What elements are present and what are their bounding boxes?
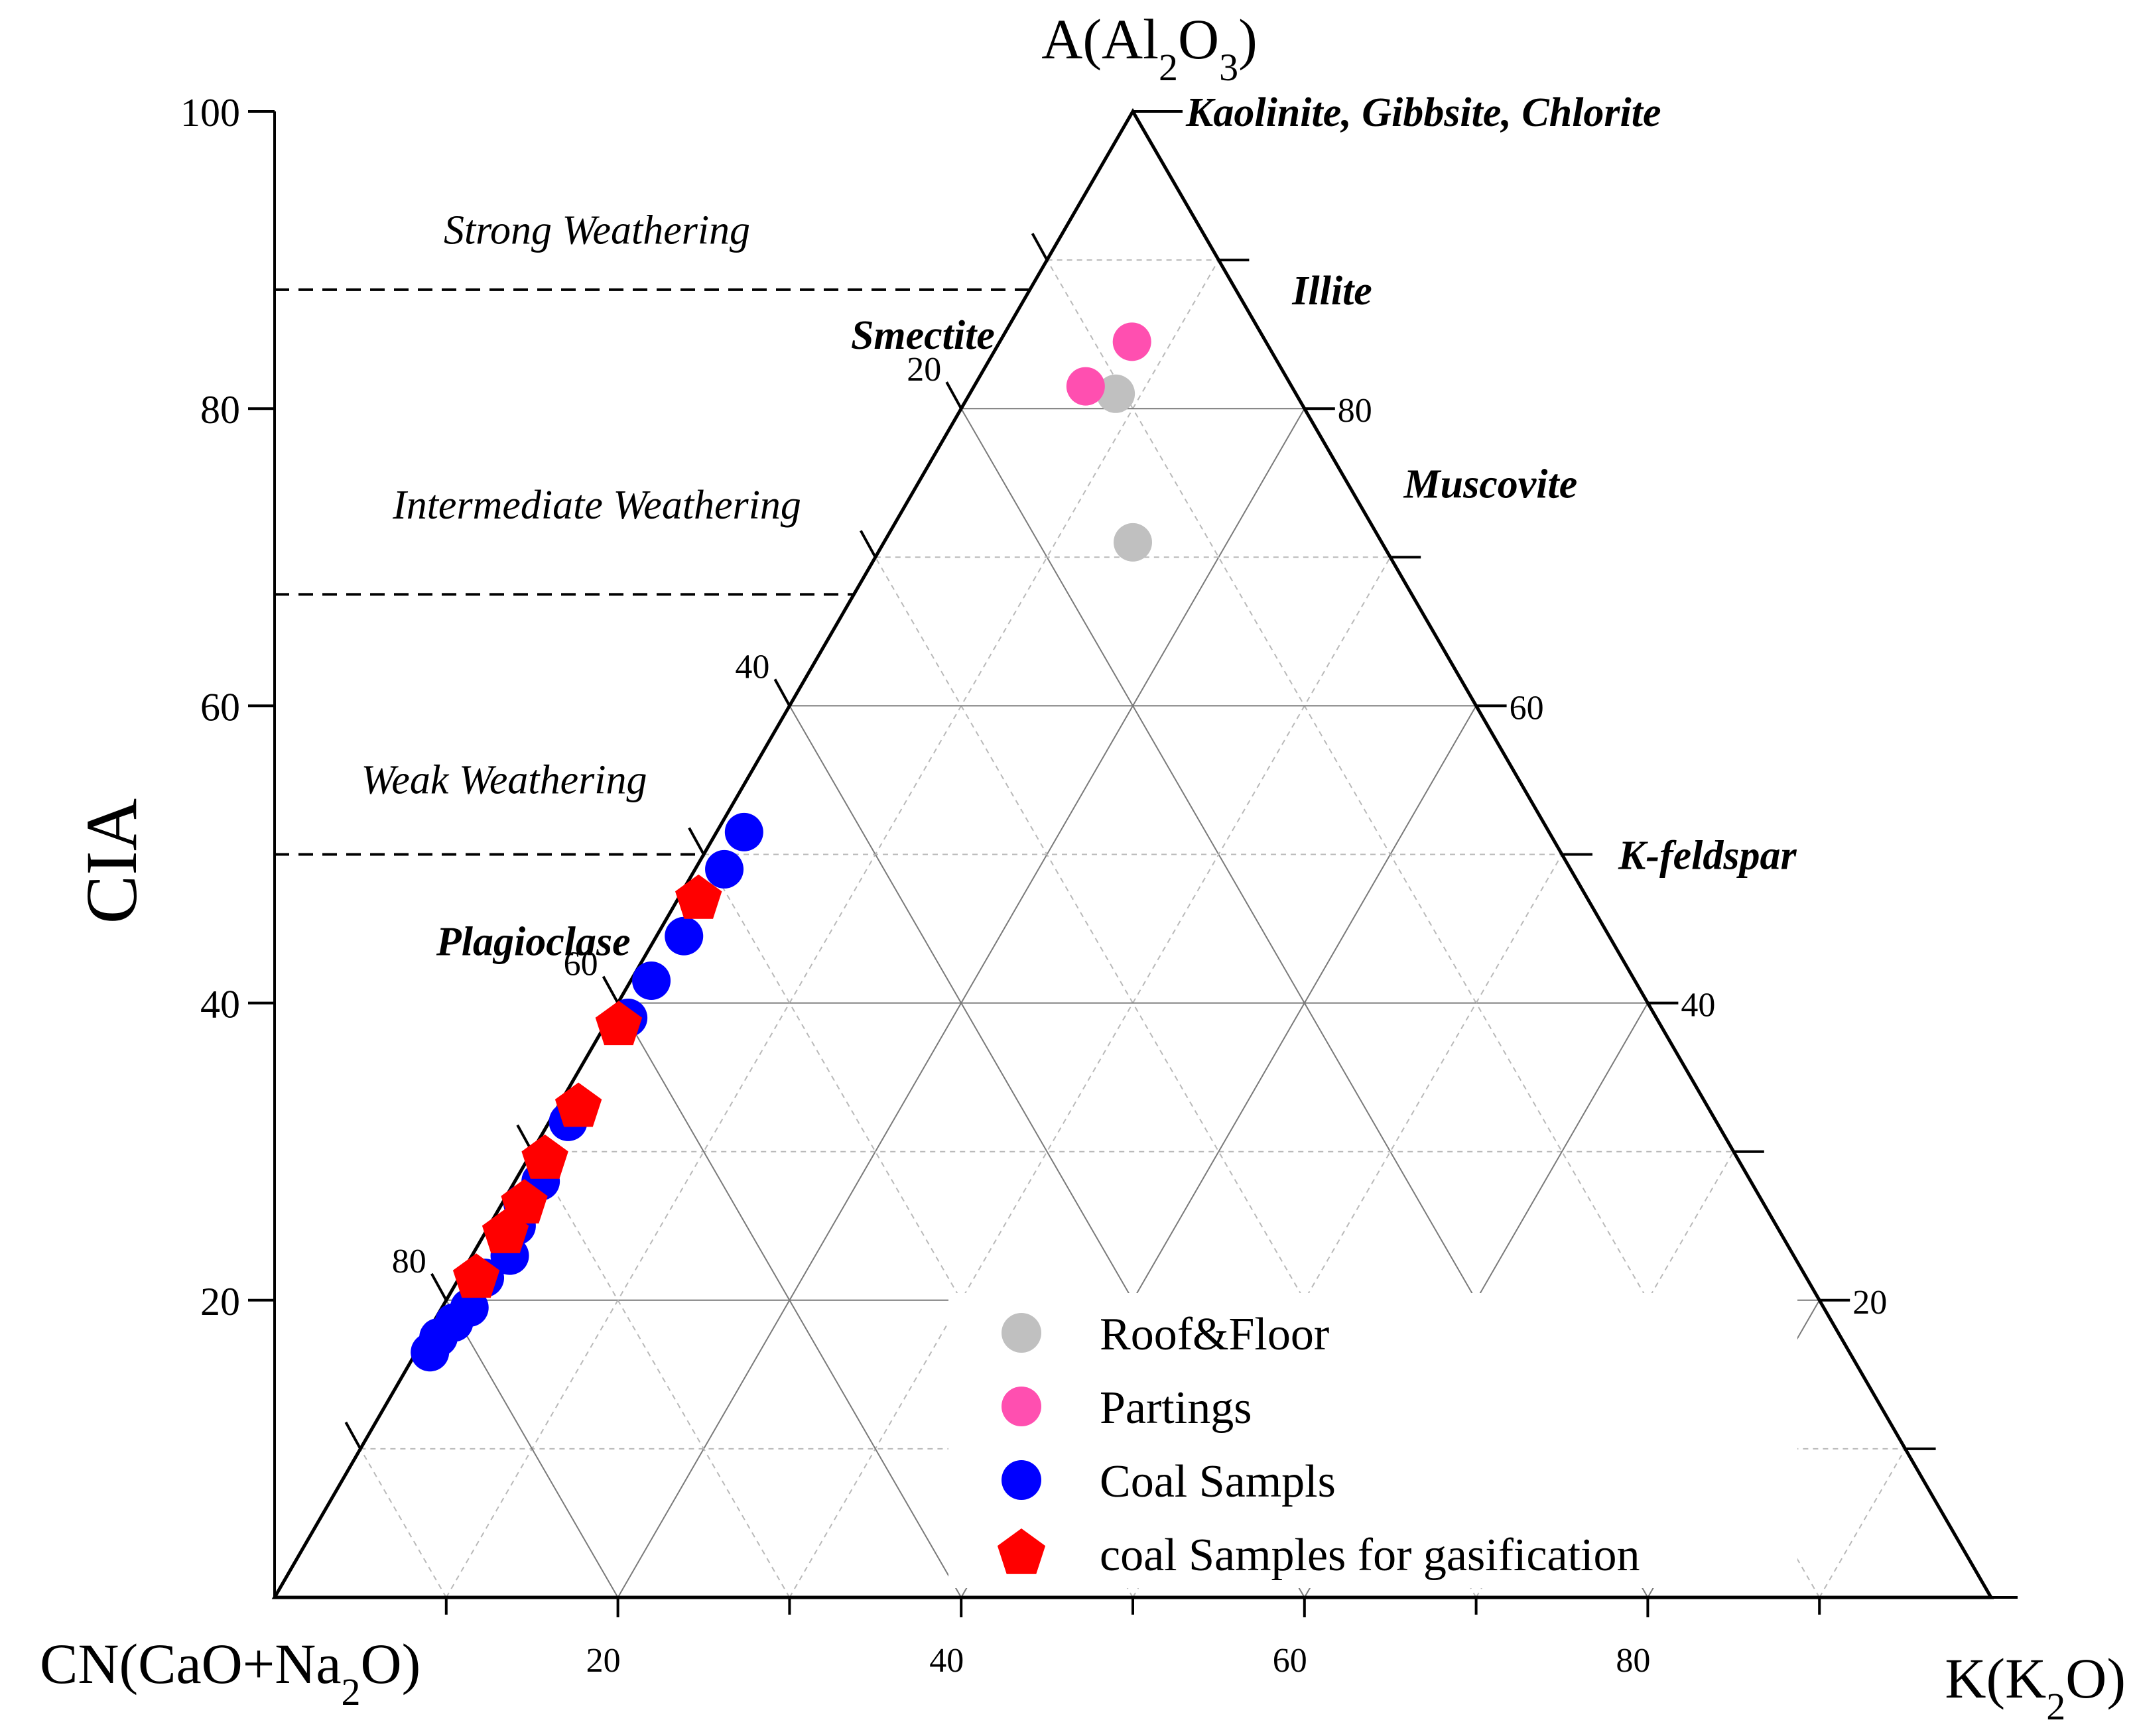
- left-tick-10: [1031, 233, 1049, 261]
- cia-tick-label-100: 100: [180, 91, 240, 135]
- vertex-right-end: O): [2065, 1646, 2126, 1710]
- bottom-tick-label-40: 40: [929, 1642, 964, 1680]
- left-tick-30: [860, 530, 877, 558]
- vertex-right-sub: 2: [2046, 1685, 2065, 1728]
- data-point-s2-2: [665, 916, 704, 956]
- legend-label-0: Roof&Floor: [1100, 1309, 1329, 1360]
- left-tick-50: [688, 827, 705, 855]
- right-tick-label-40: 40: [1681, 987, 1715, 1024]
- grid-line-cn-80: [445, 1300, 619, 1598]
- data-point-s3-0: [675, 874, 722, 919]
- data-point-s2-1: [705, 849, 744, 889]
- zone-layer: Strong Weathering Intermediate Weathering…: [275, 90, 1797, 965]
- mineral-label-5: Plagioclase: [436, 920, 631, 965]
- right-tick-label-20: 20: [1852, 1284, 1887, 1322]
- mineral-label-3: K-feldspar: [1618, 834, 1797, 879]
- data-point-s1-0: [1112, 322, 1151, 361]
- legend-marker-2: [1002, 1460, 1041, 1500]
- zone-label-1: Intermediate Weathering: [392, 483, 801, 528]
- legend-background: [948, 1293, 1797, 1588]
- left-tick-60: [602, 975, 619, 1004]
- vertex-left-sub: 2: [342, 1670, 361, 1713]
- legend-marker-3: [997, 1528, 1046, 1574]
- series-1: [1066, 322, 1151, 406]
- legend-label-1: Partings: [1100, 1383, 1252, 1434]
- vertex-label-top: A(Al2O3): [1041, 7, 1258, 89]
- left-tick-label-20: 20: [907, 351, 941, 389]
- grid-line-k-30: [789, 556, 1391, 1598]
- left-tick-40: [773, 678, 791, 707]
- cia-tick-label-80: 80: [200, 388, 240, 432]
- data-point-s3-4: [501, 1179, 548, 1224]
- grid-line-k-70: [1475, 1151, 1734, 1598]
- left-tick-90: [344, 1421, 362, 1450]
- cia-axis-label: CIA: [71, 798, 152, 924]
- data-point-s3-2: [554, 1082, 602, 1127]
- vertex-top-mid: O: [1178, 7, 1219, 71]
- data-point-s3-5: [482, 1209, 529, 1253]
- bottom-tick-label-20: 20: [586, 1642, 621, 1680]
- data-point-s2-0: [724, 812, 763, 851]
- zone-label-2: Weak Weathering: [361, 757, 647, 802]
- data-point-s1-1: [1066, 367, 1105, 406]
- data-point-s3-1: [595, 1001, 643, 1046]
- data-point-s3-6: [452, 1253, 500, 1298]
- data-layer: [411, 322, 1152, 1372]
- mineral-label-4: Smectite: [851, 313, 995, 358]
- vertex-label-right: K(K2O): [1945, 1646, 2126, 1728]
- legend-label-3: coal Samples for gasification: [1100, 1530, 1640, 1581]
- left-tick-20: [945, 381, 962, 410]
- legend-marker-1: [1002, 1387, 1041, 1426]
- legend-label-2: Coal Sampls: [1100, 1456, 1336, 1507]
- grid-line-k-90: [1819, 1448, 1906, 1598]
- right-tick-label-80: 80: [1338, 392, 1372, 430]
- legend-layer: Roof&Floor Partings Coal Sampls coal Sample…: [948, 1293, 1797, 1588]
- grid-line-cn-60: [617, 1003, 962, 1598]
- zone-label-0: Strong Weathering: [444, 208, 750, 253]
- data-point-s2-3: [632, 961, 671, 1000]
- vertex-left-end: O): [361, 1632, 421, 1696]
- left-tick-label-60: 60: [564, 946, 598, 983]
- data-point-s0-1: [1114, 523, 1152, 562]
- left-tick-80: [430, 1272, 448, 1301]
- vertex-label-left: CN(CaO+Na2O): [40, 1632, 421, 1713]
- mineral-label-2: Muscovite: [1403, 462, 1578, 507]
- cia-tick-label-20: 20: [200, 1280, 240, 1324]
- vertex-top-sub2: 3: [1219, 46, 1238, 89]
- grid-line-k-10: [445, 259, 1220, 1598]
- data-point-s3-3: [521, 1134, 568, 1179]
- grid-line-cn-10: [1046, 259, 1821, 1598]
- legend-marker-0: [1002, 1313, 1041, 1353]
- series-3: [452, 874, 722, 1298]
- cia-tick-label-40: 40: [200, 983, 240, 1026]
- mineral-label-0: Kaolinite, Gibbsite, Chlorite: [1185, 90, 1661, 135]
- bottom-tick-label-60: 60: [1273, 1642, 1307, 1680]
- cia-tick-label-60: 60: [200, 685, 240, 729]
- data-point-s0-0: [1096, 374, 1135, 413]
- series-0: [1096, 374, 1152, 562]
- left-tick-label-80: 80: [392, 1243, 426, 1280]
- bottom-tick-label-80: 80: [1616, 1642, 1650, 1680]
- data-point-s2-14: [411, 1333, 450, 1372]
- vertex-top-sub: 2: [1159, 46, 1178, 89]
- vertex-top-end: ): [1238, 7, 1258, 71]
- left-tick-label-40: 40: [735, 648, 769, 686]
- grid-line-cn-70: [531, 1151, 791, 1598]
- mineral-label-1: Illite: [1291, 269, 1372, 314]
- right-tick-label-60: 60: [1510, 689, 1544, 727]
- grid-line-cn-90: [359, 1448, 447, 1598]
